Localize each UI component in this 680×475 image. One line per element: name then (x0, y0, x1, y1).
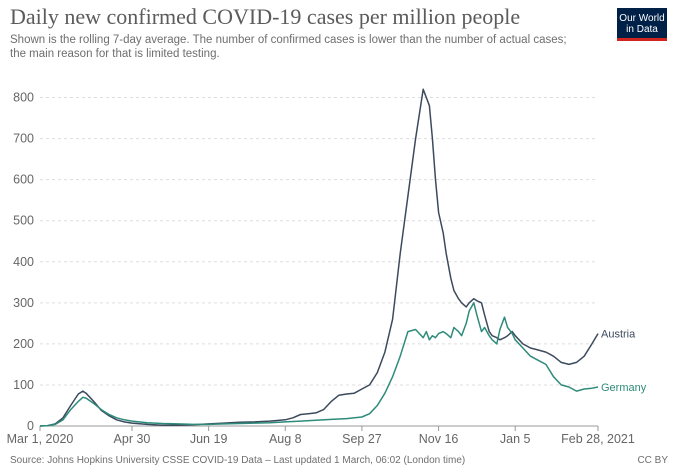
x-tick-label: Apr 30 (114, 432, 151, 446)
y-tick-label: 400 (13, 255, 34, 269)
logo-line-1: Our World (619, 13, 665, 24)
x-tick-label: Jan 5 (500, 432, 531, 446)
series-lines (39, 88, 599, 427)
owid-logo[interactable]: Our World in Data (617, 8, 667, 41)
series-line-germany[interactable] (39, 302, 599, 427)
x-axis-ticks: Mar 1, 2020 Apr 30 Jun 19 Aug 8 Sep 27 Nov 16… (7, 426, 635, 446)
license-badge[interactable]: CC BY (637, 455, 668, 466)
series-labels: Austria Germany (601, 329, 647, 394)
x-tick-label: Sep 27 (342, 432, 382, 446)
x-tick-label: Mar 1, 2020 (7, 432, 74, 446)
x-tick-label: Feb 28, 2021 (561, 432, 635, 446)
x-tick-label: Aug 8 (269, 432, 302, 446)
x-tick-label: Nov 16 (419, 432, 459, 446)
y-axis-ticks: 0 100 200 300 400 500 600 700 800 (13, 91, 34, 433)
x-tick-label: Jun 19 (190, 432, 228, 446)
grid-lines (40, 97, 598, 427)
y-tick-label: 800 (13, 91, 34, 105)
y-tick-label: 300 (13, 296, 34, 310)
series-label-austria[interactable]: Austria (601, 329, 636, 341)
y-tick-label: 500 (13, 214, 34, 228)
chart-subtitle: Shown is the rolling 7-day average. The … (10, 34, 567, 60)
y-tick-label: 200 (13, 337, 34, 351)
y-tick-label: 700 (13, 132, 34, 146)
series-line-austria[interactable] (39, 88, 599, 427)
y-tick-label: 100 (13, 378, 34, 392)
chart-title: Daily new confirmed COVID-19 cases per m… (10, 4, 521, 29)
source-note[interactable]: Source: Johns Hopkins University CSSE CO… (10, 455, 466, 466)
y-tick-label: 0 (27, 419, 34, 433)
y-tick-label: 600 (13, 173, 34, 187)
logo-line-2: in Data (626, 24, 658, 35)
series-label-germany[interactable]: Germany (601, 382, 647, 394)
